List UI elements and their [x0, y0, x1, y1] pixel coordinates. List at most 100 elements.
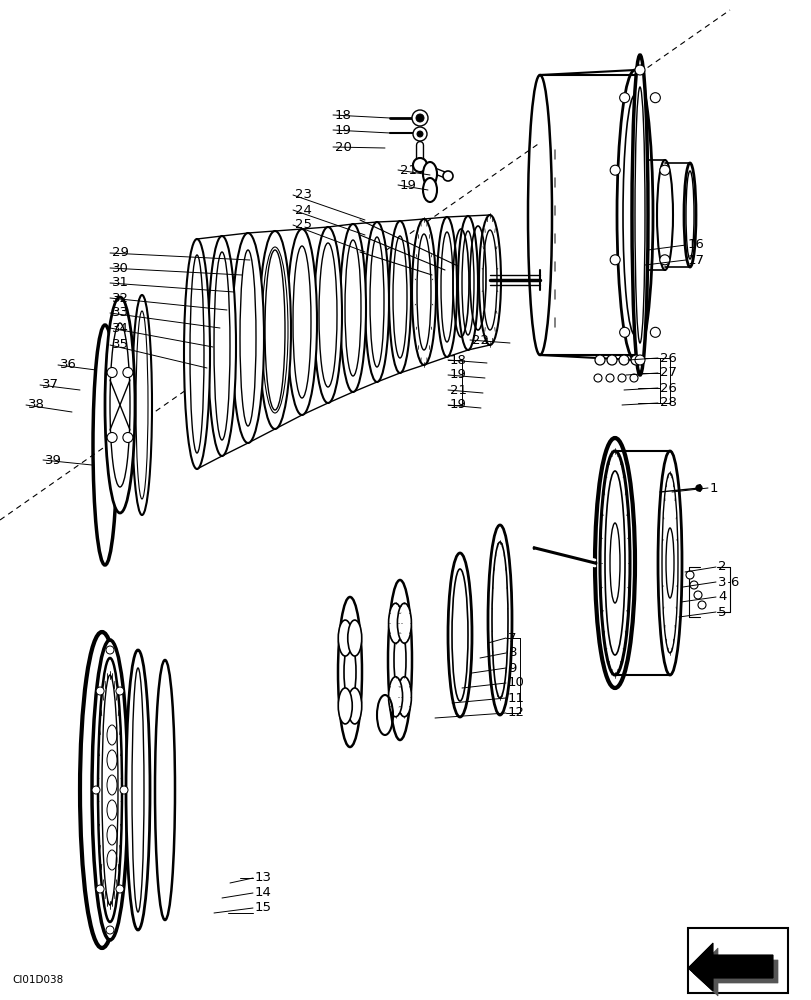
- Ellipse shape: [388, 677, 402, 717]
- Ellipse shape: [337, 597, 362, 747]
- Text: 16: 16: [687, 238, 704, 251]
- Text: 5: 5: [717, 605, 726, 618]
- Circle shape: [650, 327, 659, 337]
- Text: 25: 25: [294, 219, 311, 232]
- Ellipse shape: [631, 55, 647, 375]
- Text: 38: 38: [28, 398, 45, 412]
- Polygon shape: [687, 943, 772, 991]
- Text: 31: 31: [112, 276, 129, 290]
- Text: 36: 36: [60, 359, 77, 371]
- Ellipse shape: [411, 219, 436, 365]
- Circle shape: [697, 601, 705, 609]
- Circle shape: [594, 374, 601, 382]
- Ellipse shape: [314, 227, 341, 403]
- Ellipse shape: [184, 239, 210, 469]
- Ellipse shape: [436, 217, 457, 357]
- Circle shape: [617, 374, 625, 382]
- Text: 18: 18: [335, 109, 351, 122]
- Text: CI01D038: CI01D038: [12, 975, 63, 985]
- Ellipse shape: [338, 620, 352, 656]
- Circle shape: [107, 432, 117, 442]
- Circle shape: [107, 367, 117, 377]
- Circle shape: [659, 255, 669, 265]
- Text: 37: 37: [42, 378, 59, 391]
- Circle shape: [607, 355, 616, 365]
- Ellipse shape: [423, 178, 436, 202]
- Circle shape: [594, 355, 604, 365]
- Ellipse shape: [132, 295, 152, 515]
- Text: 17: 17: [687, 253, 704, 266]
- Circle shape: [685, 571, 693, 579]
- Ellipse shape: [347, 688, 362, 724]
- Text: 12: 12: [508, 706, 525, 720]
- Circle shape: [415, 114, 423, 122]
- Text: 10: 10: [508, 676, 524, 690]
- Circle shape: [689, 581, 697, 589]
- Circle shape: [96, 885, 104, 893]
- Text: 18: 18: [449, 354, 466, 366]
- Circle shape: [417, 131, 423, 137]
- Text: 19: 19: [449, 368, 466, 381]
- Ellipse shape: [388, 580, 411, 740]
- Text: 19: 19: [449, 398, 466, 412]
- Text: 21: 21: [400, 164, 417, 177]
- Text: 26: 26: [659, 381, 676, 394]
- Ellipse shape: [126, 650, 150, 930]
- Circle shape: [443, 171, 453, 181]
- Ellipse shape: [155, 660, 175, 920]
- Text: 26: 26: [659, 352, 676, 364]
- Ellipse shape: [92, 640, 128, 940]
- Ellipse shape: [105, 297, 135, 513]
- Ellipse shape: [338, 688, 352, 724]
- Polygon shape: [707, 936, 777, 985]
- Ellipse shape: [457, 216, 478, 350]
- Circle shape: [609, 255, 620, 265]
- Circle shape: [695, 485, 702, 491]
- Circle shape: [122, 432, 133, 442]
- Circle shape: [413, 127, 427, 141]
- Text: 24: 24: [294, 204, 311, 217]
- Text: 13: 13: [255, 871, 272, 884]
- Text: 20: 20: [335, 141, 351, 154]
- Text: 4: 4: [717, 590, 726, 603]
- Text: 7: 7: [508, 632, 516, 645]
- Circle shape: [605, 374, 613, 382]
- Circle shape: [619, 327, 629, 337]
- Ellipse shape: [232, 233, 264, 443]
- Circle shape: [634, 355, 644, 365]
- Ellipse shape: [423, 162, 436, 186]
- Circle shape: [116, 687, 124, 695]
- Text: 22: 22: [471, 334, 488, 347]
- Circle shape: [650, 93, 659, 103]
- Text: 9: 9: [508, 662, 516, 674]
- Text: 23: 23: [294, 188, 311, 202]
- Ellipse shape: [365, 222, 388, 382]
- Circle shape: [106, 926, 114, 934]
- Ellipse shape: [397, 603, 411, 643]
- Text: 28: 28: [659, 396, 676, 410]
- Ellipse shape: [478, 215, 500, 345]
- Text: 1: 1: [709, 482, 718, 494]
- Ellipse shape: [340, 224, 366, 392]
- Circle shape: [411, 110, 427, 126]
- Circle shape: [96, 687, 104, 695]
- Ellipse shape: [657, 451, 681, 675]
- Ellipse shape: [599, 451, 629, 675]
- Circle shape: [619, 93, 629, 103]
- Text: 39: 39: [45, 454, 62, 466]
- Circle shape: [92, 786, 100, 794]
- Text: 34: 34: [112, 322, 129, 334]
- Text: 27: 27: [659, 366, 676, 379]
- Bar: [687, 928, 787, 993]
- Polygon shape: [687, 943, 772, 991]
- Text: 19: 19: [400, 179, 416, 192]
- Text: 21: 21: [449, 383, 466, 396]
- Circle shape: [693, 591, 702, 599]
- Ellipse shape: [286, 229, 316, 415]
- Text: 32: 32: [112, 292, 129, 304]
- Circle shape: [120, 786, 128, 794]
- Text: 15: 15: [255, 901, 272, 914]
- Circle shape: [634, 65, 644, 75]
- Circle shape: [618, 355, 629, 365]
- Ellipse shape: [347, 620, 362, 656]
